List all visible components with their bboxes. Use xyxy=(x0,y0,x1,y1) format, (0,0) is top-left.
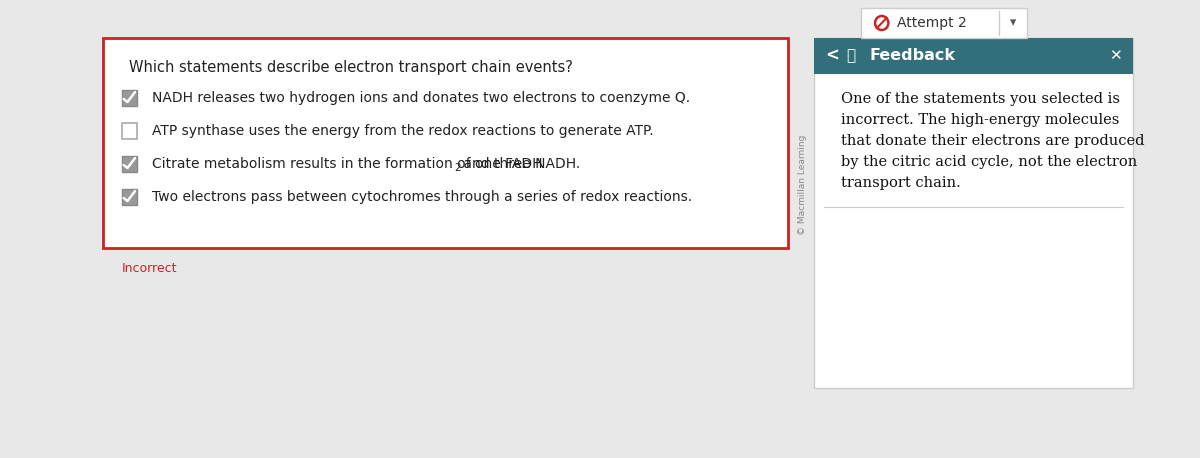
Text: ✕: ✕ xyxy=(1109,49,1122,64)
Text: © Macmillan Learning: © Macmillan Learning xyxy=(798,135,808,235)
Text: 🗨: 🗨 xyxy=(846,49,856,64)
Text: ATP synthase uses the energy from the redox reactions to generate ATP.: ATP synthase uses the energy from the re… xyxy=(152,124,654,138)
Text: Incorrect: Incorrect xyxy=(121,262,178,275)
Text: <: < xyxy=(826,47,840,65)
Text: Which statements describe electron transport chain events?: Which statements describe electron trans… xyxy=(130,60,574,75)
Text: Citrate metabolism results in the formation of one FADH: Citrate metabolism results in the format… xyxy=(152,157,542,171)
Text: 2: 2 xyxy=(455,163,461,173)
Text: and three NADH.: and three NADH. xyxy=(458,157,580,171)
Text: One of the statements you selected is: One of the statements you selected is xyxy=(841,92,1120,106)
Text: ▾: ▾ xyxy=(1010,16,1016,29)
Text: NADH releases two hydrogen ions and donates two electrons to coenzyme Q.: NADH releases two hydrogen ions and dona… xyxy=(152,91,690,105)
Bar xyxy=(121,156,137,172)
Text: Two electrons pass between cytochromes through a series of redox reactions.: Two electrons pass between cytochromes t… xyxy=(152,190,692,204)
Bar xyxy=(814,38,1133,74)
Bar xyxy=(860,8,1027,38)
Bar xyxy=(121,123,137,139)
Text: incorrect. The high-energy molecules: incorrect. The high-energy molecules xyxy=(841,113,1120,127)
Text: Attempt 2: Attempt 2 xyxy=(898,16,967,30)
Text: transport chain.: transport chain. xyxy=(841,176,960,190)
Text: by the citric acid cycle, not the electron: by the citric acid cycle, not the electr… xyxy=(841,155,1138,169)
Text: Feedback: Feedback xyxy=(869,49,955,64)
Bar xyxy=(121,90,137,106)
Bar xyxy=(814,38,1133,388)
Text: that donate their electrons are produced: that donate their electrons are produced xyxy=(841,134,1145,148)
Bar xyxy=(121,189,137,205)
Bar xyxy=(103,38,787,248)
